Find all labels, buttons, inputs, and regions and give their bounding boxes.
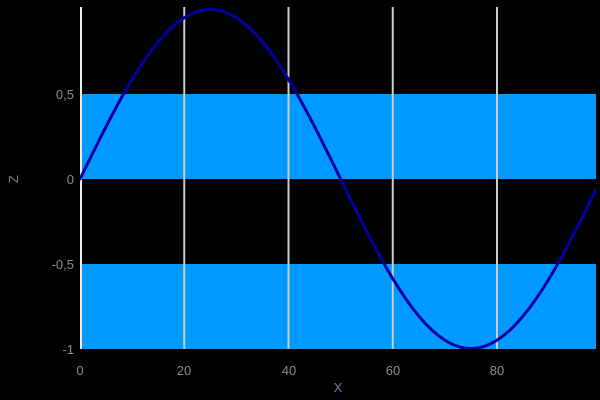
y-tick-label: -0,5	[51, 257, 74, 272]
x-tick-label: 40	[281, 363, 297, 378]
y-tick-label: 0	[66, 172, 74, 187]
plot-area	[80, 7, 596, 349]
x-tick-label: 60	[385, 363, 401, 378]
y-tick-label: 0,5	[55, 87, 74, 102]
x-tick-label: 0	[76, 363, 84, 378]
series-path	[80, 8, 596, 349]
y-tick-label: -1	[62, 342, 74, 357]
x-tick-label: 80	[489, 363, 505, 378]
x-tick-label: 20	[176, 363, 192, 378]
y-axis-title: Z	[6, 175, 21, 183]
band-rect	[80, 94, 596, 179]
x-axis-title: X	[333, 380, 343, 395]
band-rect	[80, 264, 596, 349]
